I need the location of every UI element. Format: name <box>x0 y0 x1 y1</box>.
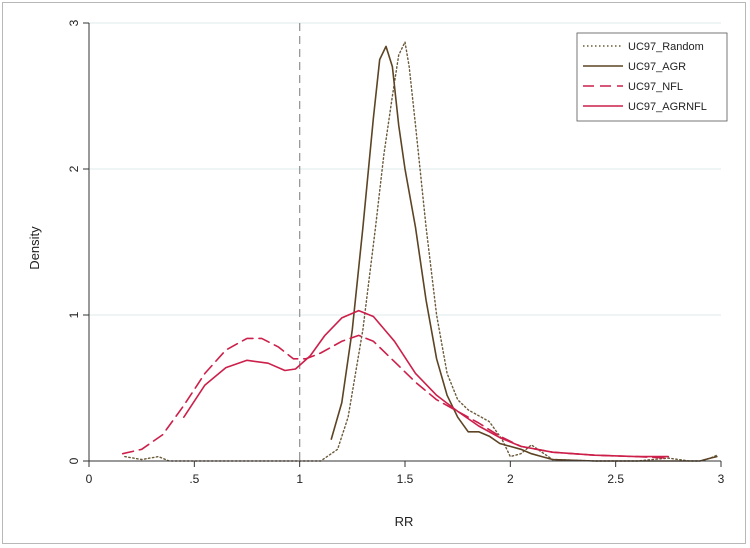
axes: 0 .5 1 1.5 2 2.5 3 0 1 2 3 <box>67 19 724 486</box>
legend-label-2: UC97_NFL <box>628 81 683 93</box>
x-tick-label-2: 1 <box>296 472 303 486</box>
y-tick-label-3: 3 <box>67 19 81 26</box>
y-tick-label-1: 1 <box>67 311 81 318</box>
series-line-uc97-nfl <box>121 334 670 459</box>
y-axis-label: Density <box>27 226 42 270</box>
series-line-uc97-agrnfl <box>183 309 670 458</box>
legend-label-1: UC97_AGR <box>628 61 686 73</box>
x-tick-label-3: 1.5 <box>397 472 414 486</box>
y-tick-label-2: 2 <box>67 165 81 172</box>
legend: UC97_Random UC97_AGR UC97_NFL UC97_AGRNFL <box>576 32 728 122</box>
x-axis-label: RR <box>395 514 414 529</box>
legend-label-0: UC97_Random <box>628 41 704 53</box>
x-tick-label-6: 3 <box>718 472 725 486</box>
x-tick-label-5: 2.5 <box>607 472 624 486</box>
x-tick-label-0: 0 <box>86 472 93 486</box>
x-tick-label-1: .5 <box>189 472 199 486</box>
x-tick-label-4: 2 <box>507 472 514 486</box>
legend-label-3: UC97_AGRNFL <box>628 101 707 113</box>
y-tick-label-0: 0 <box>67 457 81 464</box>
